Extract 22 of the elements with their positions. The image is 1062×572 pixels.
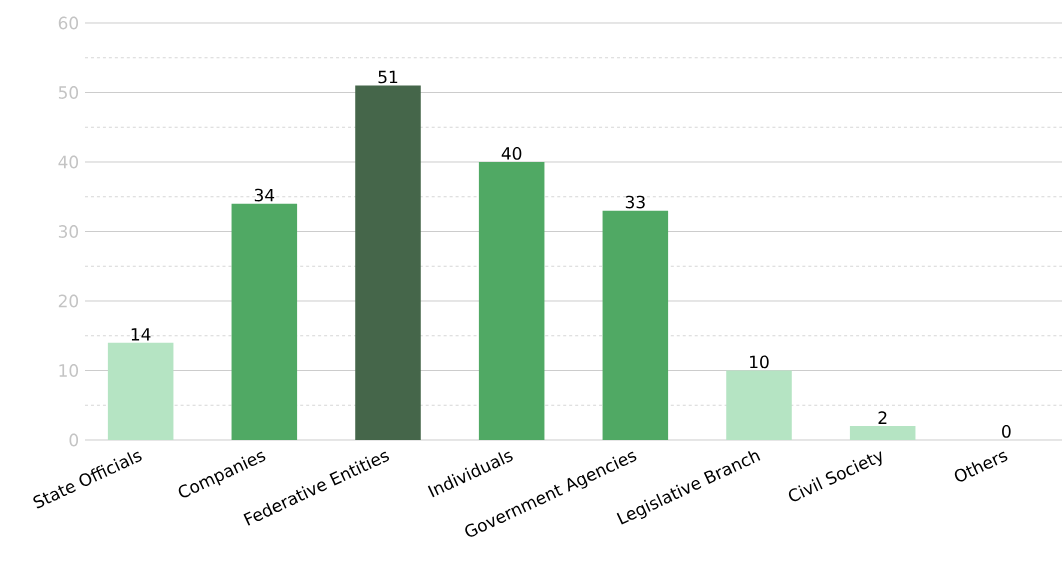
data-label: 0	[1002, 424, 1011, 438]
bar	[478, 162, 545, 440]
data-label: 10	[750, 355, 769, 369]
data-label: 34	[254, 188, 275, 202]
data-label: 2	[878, 411, 887, 424]
bar	[849, 426, 916, 440]
bar	[602, 210, 669, 440]
data-label: 40	[501, 146, 522, 160]
data-label: 51	[378, 70, 398, 84]
bar	[107, 342, 174, 440]
y-tick-label: 10	[59, 364, 79, 377]
y-tick-label: 50	[58, 86, 79, 99]
y-tick-label: 0	[69, 433, 79, 447]
y-tick-label: 40	[58, 155, 79, 169]
bar	[231, 203, 298, 440]
data-label: 33	[625, 195, 645, 209]
y-tick-label: 30	[58, 225, 79, 238]
y-tick-label: 60	[58, 16, 79, 30]
bar	[726, 370, 792, 440]
y-tick-label: 20	[58, 294, 79, 308]
bar	[355, 85, 421, 440]
data-label: 14	[131, 328, 151, 341]
